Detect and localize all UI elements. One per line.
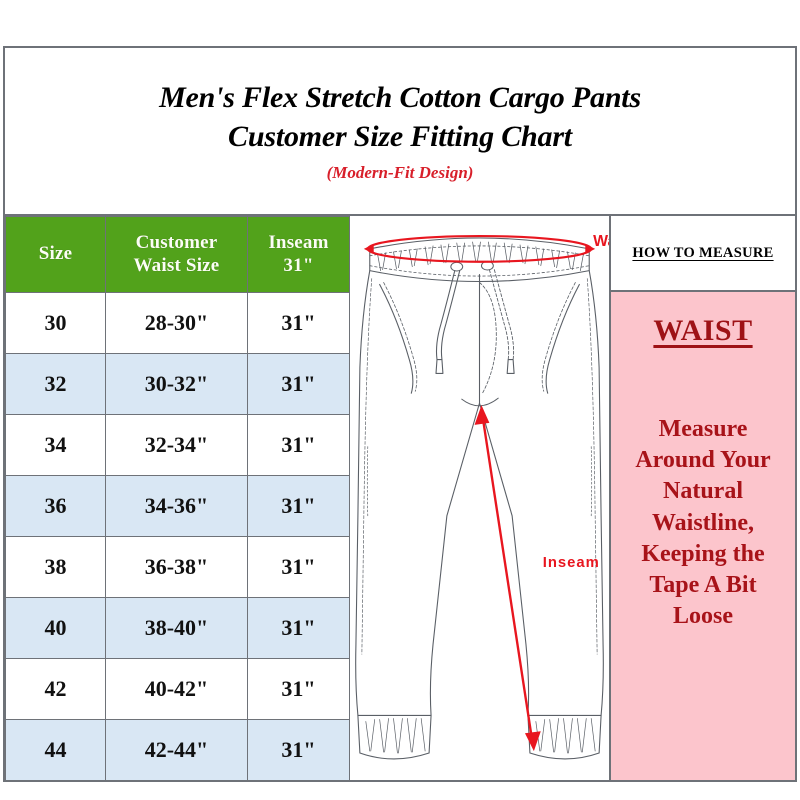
table-row: 36 34-36" 31"	[5, 475, 350, 537]
measure-term-waist: WAIST	[653, 314, 753, 347]
table-header-row: Size Customer Waist Size Inseam 31"	[5, 216, 350, 293]
page-title-line-1: Men's Flex Stretch Cotton Cargo Pants	[159, 81, 641, 115]
column-header-inseam-line-2: 31"	[283, 254, 314, 276]
column-header-waist-line-1: Customer	[135, 232, 218, 254]
size-chart-table: Men's Flex Stretch Cotton Cargo Pants Cu…	[3, 46, 797, 782]
cell-waist: 34-36"	[105, 475, 248, 537]
cell-waist: 38-40"	[105, 597, 248, 659]
cell-waist: 32-34"	[105, 414, 248, 476]
cargo-pants-icon: Waist Inseam	[355, 233, 609, 760]
pants-illustration-panel: Waist Inseam	[349, 216, 611, 780]
cell-inseam: 31"	[247, 658, 350, 720]
inseam-arrow-bottom	[524, 731, 541, 752]
table-row: 40 38-40" 31"	[5, 597, 350, 659]
chart-body: Size Customer Waist Size Inseam 31" 30	[5, 216, 795, 781]
cell-inseam: 31"	[247, 292, 350, 354]
cell-inseam: 31"	[247, 536, 350, 598]
cell-inseam: 31"	[247, 597, 350, 659]
column-header-size: Size	[5, 216, 106, 293]
page-title-line-2: Customer Size Fitting Chart	[228, 119, 572, 153]
how-to-measure-header: HOW TO MEASURE	[611, 216, 795, 292]
cell-waist: 28-30"	[105, 292, 248, 354]
cell-waist: 40-42"	[105, 658, 248, 720]
cell-size: 34	[5, 414, 106, 476]
cell-size: 36	[5, 475, 106, 537]
how-to-measure-panel: HOW TO MEASURE WAIST Measure Around Your…	[611, 216, 795, 780]
column-header-inseam: Inseam 31"	[247, 216, 350, 293]
table-row: 42 40-42" 31"	[5, 658, 350, 720]
column-header-inseam-line-1: Inseam	[268, 232, 329, 254]
table-body: 30 28-30" 31" 32 30-32" 31" 34 32-34" 31…	[5, 292, 350, 781]
page-subtitle: (Modern-Fit Design)	[326, 163, 474, 183]
cell-size: 32	[5, 353, 106, 415]
cell-inseam: 31"	[247, 719, 350, 781]
measure-instruction-text: Measure Around Your Natural Waistline, K…	[635, 416, 771, 630]
inseam-arrow-top	[474, 405, 490, 425]
cell-size: 38	[5, 536, 106, 598]
cell-size: 42	[5, 658, 106, 720]
cell-waist: 42-44"	[105, 719, 248, 781]
chart-title-block: Men's Flex Stretch Cotton Cargo Pants Cu…	[5, 48, 795, 216]
column-header-waist-line-2: Waist Size	[133, 254, 220, 276]
waist-measure-annotation	[363, 234, 596, 263]
inseam-label: Inseam	[543, 555, 600, 571]
cell-size: 40	[5, 597, 106, 659]
how-to-measure-body: WAIST Measure Around Your Natural Waistl…	[611, 292, 795, 780]
cell-inseam: 31"	[247, 475, 350, 537]
waist-label: Waist	[593, 233, 609, 250]
how-to-measure-heading: HOW TO MEASURE	[632, 244, 774, 261]
cell-size: 30	[5, 292, 106, 354]
cell-waist: 36-38"	[105, 536, 248, 598]
table-header: Size Customer Waist Size Inseam 31"	[5, 216, 350, 293]
cell-size: 44	[5, 719, 106, 781]
cell-waist: 30-32"	[105, 353, 248, 415]
table-row: 38 36-38" 31"	[5, 536, 350, 598]
table-row: 32 30-32" 31"	[5, 353, 350, 415]
inseam-measure-annotation	[480, 408, 535, 746]
table-row: 30 28-30" 31"	[5, 292, 350, 354]
column-header-customer-waist-size: Customer Waist Size	[105, 216, 248, 293]
table-row: 44 42-44" 31"	[5, 719, 350, 781]
sizes-table: Size Customer Waist Size Inseam 31" 30	[5, 216, 350, 781]
cell-inseam: 31"	[247, 353, 350, 415]
table-row: 34 32-34" 31"	[5, 414, 350, 476]
cell-inseam: 31"	[247, 414, 350, 476]
